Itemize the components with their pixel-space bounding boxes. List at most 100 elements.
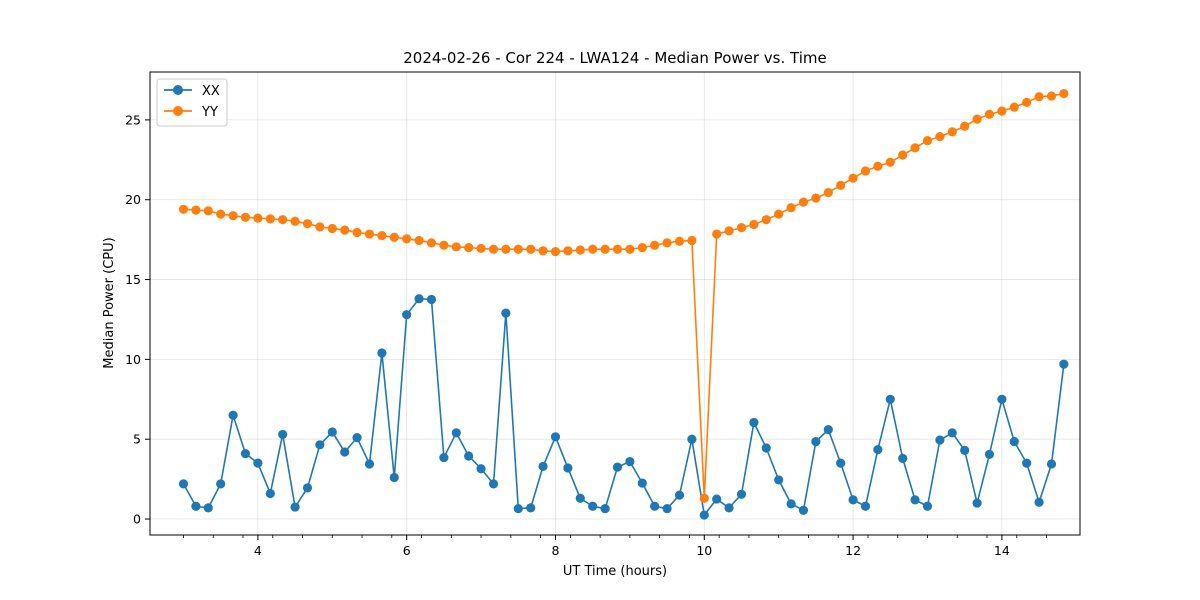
data-point-xx	[451, 428, 461, 438]
data-point-yy	[501, 244, 511, 254]
x-axis-label: UT Time (hours)	[563, 564, 667, 579]
data-point-yy	[736, 223, 747, 233]
y-tick-label: 0	[133, 512, 141, 527]
data-point-xx	[402, 310, 412, 320]
data-point-xx	[997, 394, 1007, 404]
data-point-yy	[364, 229, 375, 239]
data-point-xx	[178, 479, 189, 489]
chart-title: 2024-02-26 - Cor 224 - LWA124 - Median P…	[403, 49, 827, 67]
data-point-xx	[798, 505, 809, 515]
data-point-yy	[302, 219, 313, 229]
data-point-xx	[612, 462, 623, 472]
data-point-xx	[290, 502, 300, 512]
data-point-yy	[253, 213, 263, 223]
data-point-yy	[798, 197, 809, 207]
data-point-xx	[786, 499, 796, 509]
data-point-xx	[265, 488, 275, 499]
data-point-xx	[650, 501, 660, 511]
x-tick-label: 12	[845, 543, 861, 558]
data-point-yy	[873, 161, 883, 171]
data-point-yy	[178, 204, 189, 214]
legend-entry-yy: YY	[164, 105, 218, 120]
data-point-xx	[699, 510, 709, 520]
data-point-xx	[1022, 458, 1032, 468]
data-point-yy	[451, 242, 461, 252]
data-point-xx	[972, 498, 982, 508]
data-point-xx	[538, 461, 548, 471]
data-point-xx	[550, 432, 561, 442]
data-point-xx	[588, 501, 598, 511]
data-point-xx	[1009, 437, 1019, 447]
data-point-yy	[860, 166, 871, 176]
data-point-xx	[191, 501, 201, 511]
data-point-yy	[216, 209, 226, 219]
data-point-yy	[699, 493, 709, 503]
x-tick-label: 10	[696, 543, 712, 558]
data-point-xx	[278, 429, 288, 440]
data-point-xx	[364, 459, 375, 469]
data-point-xx	[761, 443, 771, 453]
data-point-xx	[240, 448, 251, 459]
y-tick-label: 10	[125, 352, 141, 367]
data-point-xx	[922, 501, 933, 511]
data-point-yy	[414, 235, 424, 246]
data-point-yy	[476, 243, 486, 254]
data-point-xx	[464, 451, 474, 461]
data-point-yy	[513, 244, 523, 254]
data-point-yy	[488, 244, 499, 254]
legend-marker-yy	[173, 106, 183, 116]
data-point-xx	[736, 489, 747, 499]
data-point-xx	[1046, 459, 1057, 469]
data-point-yy	[786, 203, 796, 213]
legend: XX YY	[156, 78, 228, 127]
data-point-xx	[315, 440, 325, 450]
data-point-xx	[873, 444, 883, 455]
data-point-yy	[327, 223, 337, 234]
data-point-xx	[1034, 497, 1044, 507]
data-point-yy	[674, 236, 685, 246]
data-point-xx	[674, 490, 685, 500]
data-point-xx	[228, 410, 238, 420]
data-point-xx	[302, 483, 313, 493]
data-point-yy	[922, 136, 933, 146]
data-point-xx	[910, 495, 920, 505]
data-point-yy	[191, 205, 201, 215]
series-yy	[178, 88, 1069, 503]
plot-frame	[149, 71, 1081, 536]
grid	[150, 72, 1080, 535]
data-point-xx	[340, 447, 350, 457]
x-tick-label: 4	[254, 543, 262, 558]
data-point-xx	[637, 478, 647, 488]
data-point-yy	[612, 244, 623, 254]
data-point-yy	[811, 193, 821, 203]
data-point-xx	[774, 475, 784, 485]
data-point-yy	[774, 209, 784, 219]
data-point-yy	[898, 150, 908, 160]
data-point-xx	[885, 394, 895, 404]
data-point-yy	[1034, 92, 1044, 102]
data-point-yy	[650, 240, 660, 250]
data-point-xx	[352, 433, 362, 443]
data-point-xx	[811, 437, 821, 447]
data-point-xx	[501, 308, 511, 318]
data-point-yy	[439, 240, 449, 250]
data-point-yy	[203, 206, 213, 216]
y-axis-label: Median Power (CPU)	[102, 237, 117, 368]
data-point-yy	[464, 243, 474, 253]
data-point-xx	[960, 445, 970, 455]
data-point-xx	[575, 493, 585, 503]
legend-entry-xx: XX	[164, 84, 220, 99]
data-point-yy	[984, 109, 995, 119]
x-tick-label: 6	[403, 543, 411, 558]
data-point-xx	[823, 425, 833, 435]
data-point-xx	[1059, 359, 1069, 369]
data-point-xx	[836, 458, 846, 468]
data-point-yy	[625, 244, 635, 254]
data-point-xx	[253, 458, 263, 468]
data-point-yy	[1009, 102, 1019, 112]
data-point-xx	[563, 463, 573, 473]
data-point-yy	[228, 211, 238, 221]
data-point-xx	[377, 348, 387, 358]
data-point-yy	[960, 121, 970, 131]
